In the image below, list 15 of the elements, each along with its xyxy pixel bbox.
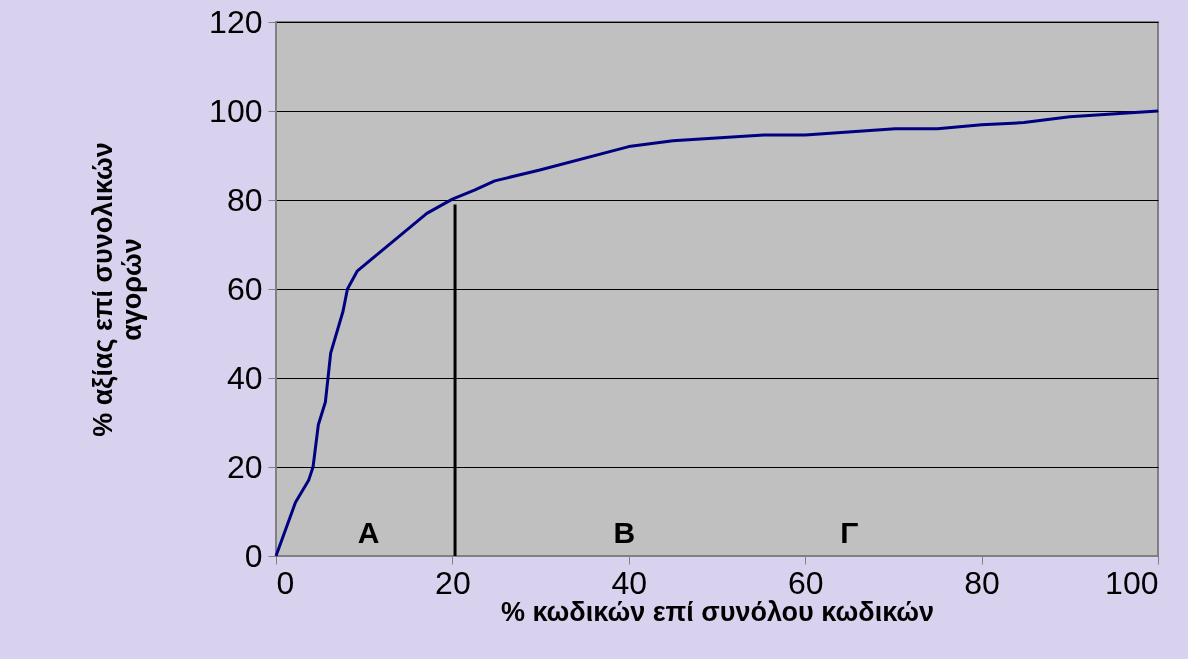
y-tick-label: 100 [209, 92, 263, 129]
y-tick-label: 80 [226, 181, 263, 218]
y-tick-label: 0 [244, 537, 263, 574]
y-tick-label: 40 [226, 359, 263, 396]
y-tick-label: 60 [226, 270, 263, 307]
annotation: A [357, 516, 380, 549]
y-axis-title: % αξίας επί συνολικών αγορών [88, 142, 148, 437]
x-tick-label: 100 [1105, 564, 1159, 601]
annotation: Γ [840, 516, 859, 549]
y-tick-label: 120 [209, 3, 263, 40]
x-tick-label: 20 [435, 564, 471, 601]
x-tick-label: 0 [276, 564, 295, 601]
y-tick-label: 20 [226, 448, 263, 485]
annotation: B [613, 516, 636, 549]
x-tick-label: 80 [964, 564, 1000, 601]
